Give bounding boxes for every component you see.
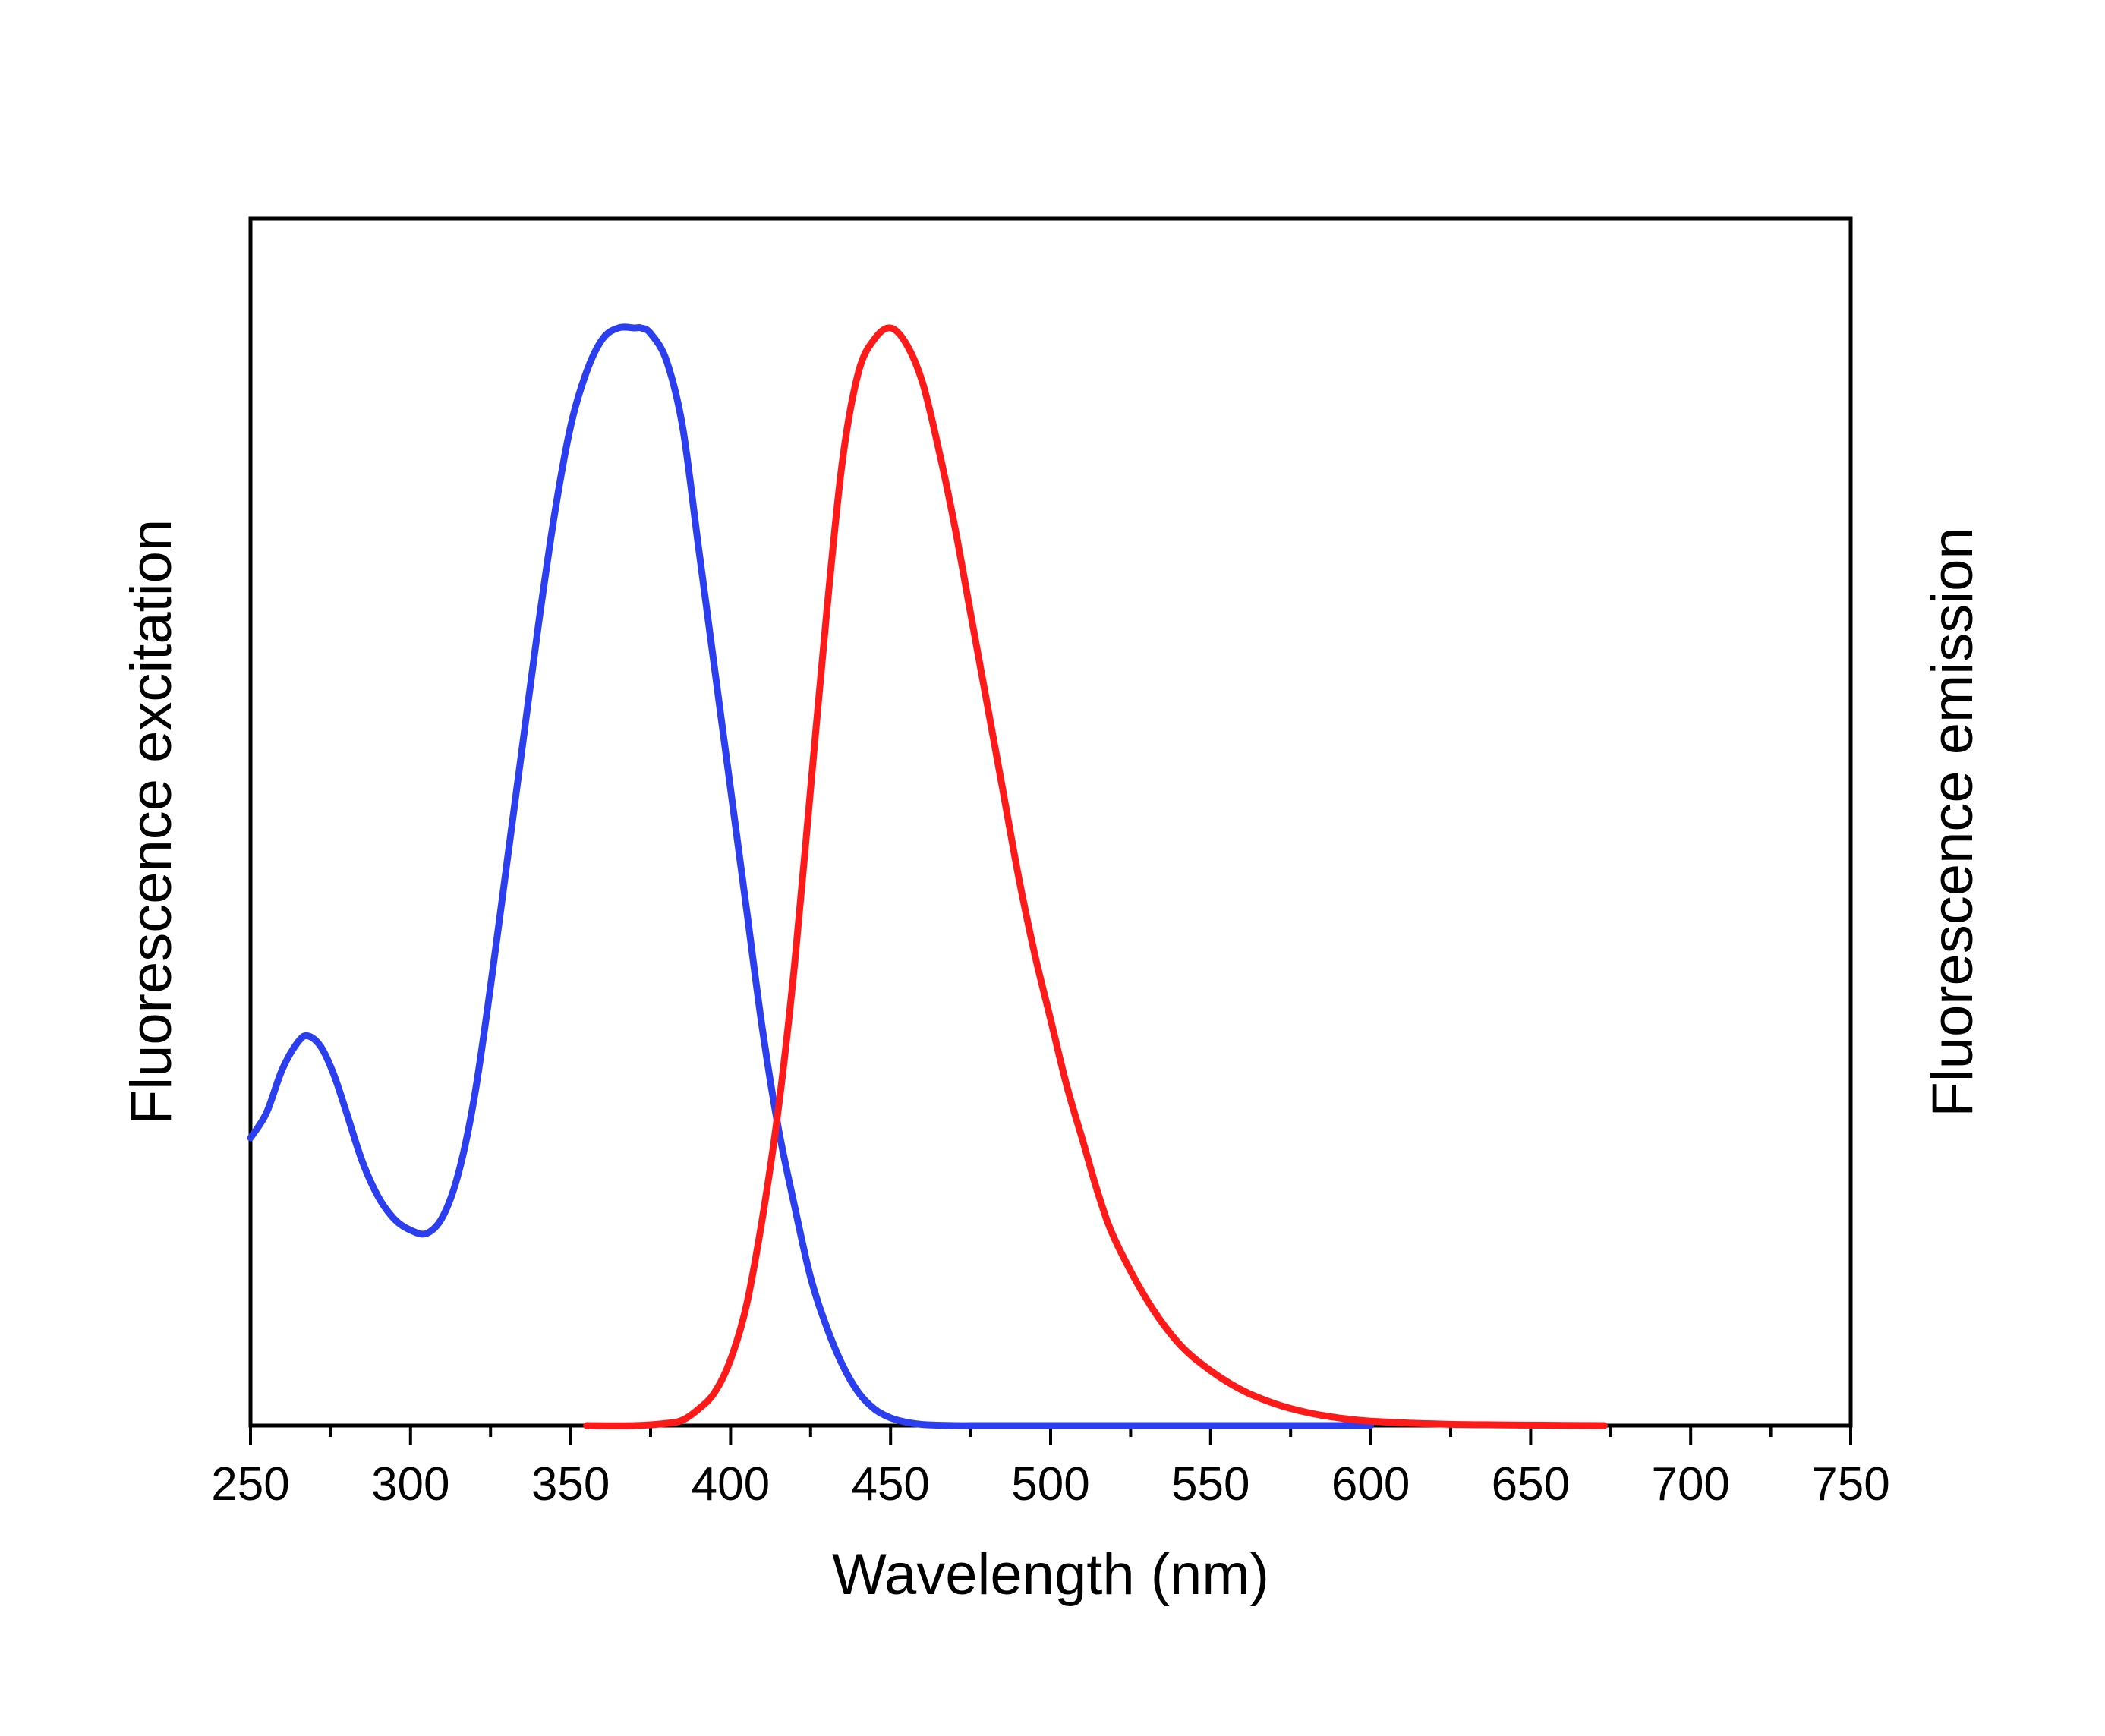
x-tick-label: 550 bbox=[1171, 1458, 1249, 1511]
x-axis-tick-labels: 250 300 350 400 450 500 550 600 650 700 750 bbox=[211, 1458, 1889, 1511]
x-tick-label: 500 bbox=[1011, 1458, 1089, 1511]
x-tick-label: 400 bbox=[692, 1458, 770, 1511]
x-tick-label: 450 bbox=[851, 1458, 929, 1511]
x-tick-label: 250 bbox=[211, 1458, 289, 1511]
excitation-curve bbox=[247, 323, 1375, 1429]
x-tick-label: 650 bbox=[1492, 1458, 1570, 1511]
y-axis-title-left: Fluorescence excitation bbox=[119, 519, 184, 1125]
x-tick-label: 300 bbox=[371, 1458, 449, 1511]
y-axis-title-right: Fluorescence emission bbox=[1921, 527, 1985, 1117]
x-tick-label: 750 bbox=[1811, 1458, 1889, 1511]
plot-frame bbox=[248, 216, 1853, 1428]
x-axis-title: Wavelength (nm) bbox=[832, 1542, 1269, 1607]
x-tick-label: 700 bbox=[1651, 1458, 1729, 1511]
series-layer bbox=[247, 323, 1608, 1429]
emission-curve bbox=[583, 324, 1608, 1429]
x-tick-label: 600 bbox=[1331, 1458, 1410, 1511]
x-tick-label: 350 bbox=[531, 1458, 610, 1511]
